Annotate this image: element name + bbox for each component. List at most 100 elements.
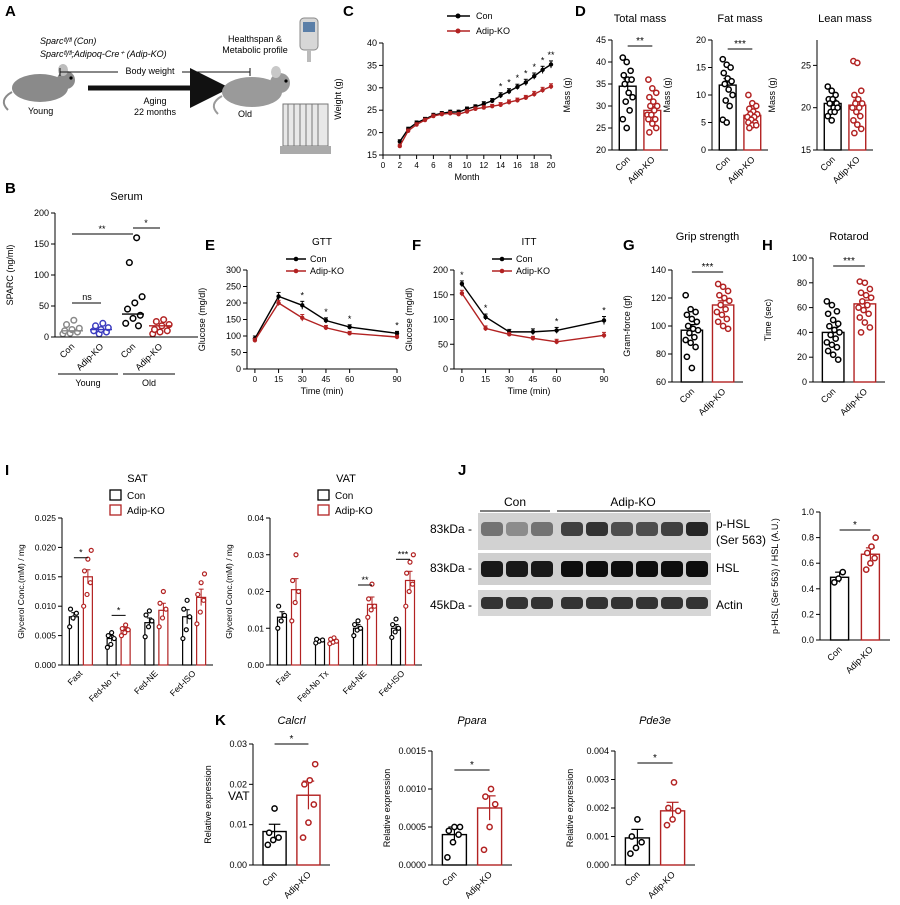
- data-point: [300, 303, 305, 308]
- x-tick-label: 14: [496, 161, 505, 170]
- data-point: [70, 615, 76, 621]
- data-point: [651, 115, 659, 123]
- data-point: [530, 329, 536, 335]
- data-point: [410, 552, 416, 558]
- data-point: [833, 307, 841, 315]
- data-point: [719, 322, 727, 330]
- data-point: [683, 311, 691, 319]
- data-point: [829, 351, 837, 359]
- y-tick-label: 150: [226, 315, 241, 325]
- data-point: [299, 834, 307, 841]
- x-tick-label: 45: [528, 375, 537, 384]
- chart-title: Lean mass: [818, 13, 872, 25]
- panel-letter-b: B: [5, 180, 16, 197]
- blot-band: [531, 522, 553, 536]
- data-point: [487, 785, 495, 793]
- data-point: [143, 612, 149, 618]
- series-line-con: [254, 295, 398, 339]
- data-point: [108, 641, 114, 648]
- y-tick-label: 0.03: [229, 739, 247, 749]
- data-point: [687, 305, 694, 313]
- data-point: [111, 635, 117, 642]
- data-point: [623, 124, 631, 132]
- data-point: [627, 67, 634, 75]
- x-tick-label: Con: [623, 869, 642, 888]
- series-line-adip-ko: [254, 302, 398, 341]
- significance-marker: **: [361, 575, 369, 585]
- data-point: [530, 336, 536, 341]
- body-weight-label: Body weight: [125, 66, 175, 76]
- data-point: [459, 291, 465, 296]
- data-point: [646, 93, 653, 101]
- y-tick-label: 0.015: [35, 572, 57, 582]
- legend-c: Con Adip-KO: [447, 11, 510, 36]
- x-tick-label: Adip-KO: [463, 869, 494, 900]
- y-axis-label: Glycerol Conc.(mM) / mg: [16, 544, 26, 639]
- legend-e-ko: Adip-KO: [310, 266, 344, 276]
- y-tick-label: 0.010: [35, 601, 57, 611]
- data-point: [532, 91, 537, 97]
- y-tick-label: 0.00: [247, 660, 264, 670]
- data-point: [395, 625, 402, 631]
- data-point: [540, 87, 545, 93]
- data-point: [645, 76, 652, 83]
- x-tick-label: Con: [713, 154, 732, 173]
- data-point: [323, 325, 329, 330]
- x-tick-label: Fed-No Tx: [295, 668, 331, 704]
- x-tick-label: 0: [381, 161, 386, 170]
- data-point: [864, 301, 871, 309]
- y-axis-label: SPARC (ng/ml): [5, 245, 15, 306]
- series-line-con: [461, 283, 605, 333]
- data-point: [723, 119, 731, 126]
- aging-months-label: 22 months: [134, 107, 177, 117]
- data-point: [319, 637, 326, 643]
- y-tick-label: 0: [443, 364, 448, 374]
- y-tick-label: 20: [801, 103, 811, 113]
- data-point: [351, 632, 357, 639]
- data-point: [160, 588, 166, 595]
- blot-band: [661, 597, 683, 609]
- x-tick-label: Con: [260, 869, 279, 888]
- y-tick-label: 0: [701, 145, 706, 155]
- data-point: [647, 111, 655, 119]
- data-point: [721, 80, 729, 88]
- significance-marker: *: [324, 307, 328, 317]
- chart-title: Total mass: [614, 13, 667, 25]
- significance-marker: *: [79, 548, 83, 558]
- data-point: [831, 326, 838, 334]
- data-point: [483, 326, 488, 331]
- data-point: [118, 632, 125, 639]
- y-tick-label: 100: [226, 331, 241, 341]
- data-point: [445, 827, 453, 835]
- data-point: [275, 625, 281, 631]
- data-point: [620, 71, 628, 79]
- y-tick-label: 40: [596, 57, 606, 67]
- data-point: [403, 603, 409, 609]
- data-point: [622, 98, 630, 105]
- bar-adip-ko: [366, 603, 378, 666]
- significance-marker: *: [516, 73, 520, 83]
- data-point: [857, 125, 865, 133]
- data-point: [688, 315, 696, 323]
- data-point: [632, 844, 640, 852]
- data-point: [310, 801, 318, 808]
- data-point: [621, 80, 629, 88]
- data-point: [314, 636, 320, 642]
- legend-e-con: Con: [310, 254, 327, 264]
- data-point: [722, 305, 729, 313]
- y-tick-label: 0.02: [229, 779, 247, 789]
- data-point: [652, 89, 660, 97]
- data-point: [459, 281, 465, 287]
- data-point: [369, 581, 375, 587]
- significance-marker: *: [653, 753, 657, 764]
- y-tick-label: 0: [236, 364, 241, 374]
- data-point: [156, 624, 162, 630]
- y-tick-label: 60: [656, 377, 666, 387]
- x-tick-label: 60: [552, 375, 561, 384]
- data-point: [857, 329, 865, 336]
- significance-marker: **: [636, 36, 644, 47]
- x-tick-label: Fast: [66, 668, 85, 687]
- data-point: [136, 311, 144, 319]
- panel-letter-i: I: [5, 462, 9, 479]
- data-point: [439, 112, 444, 117]
